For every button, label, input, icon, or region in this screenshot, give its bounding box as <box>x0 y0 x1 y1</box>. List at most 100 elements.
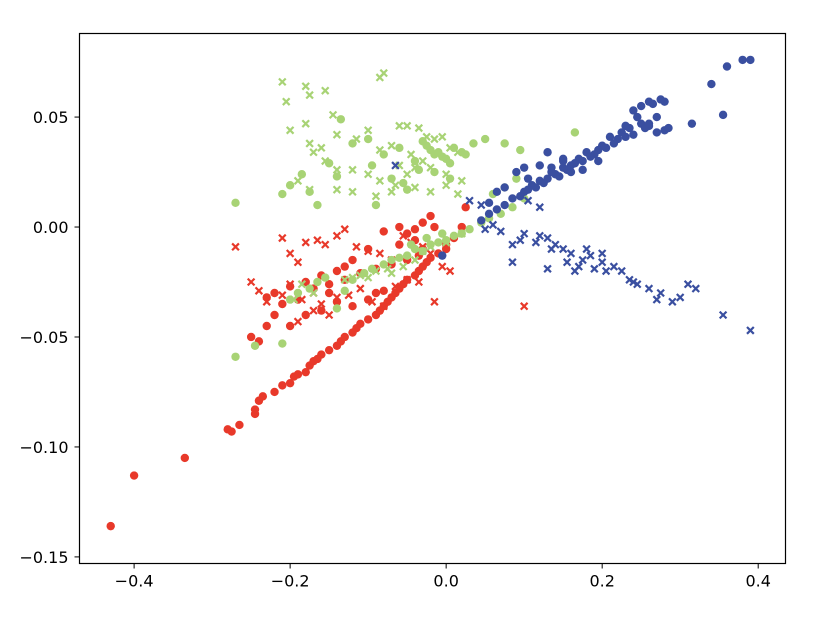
red_crosses-point-3 <box>293 258 303 267</box>
green_crosses-point-51 <box>297 280 307 289</box>
x-tick-label-2: 0.0 <box>433 572 458 591</box>
red_circles-point-52 <box>430 222 439 232</box>
green_circles-point-71 <box>406 240 416 249</box>
blue_crosses-point-27 <box>496 227 505 236</box>
green_circles-point-7 <box>332 172 342 181</box>
blue_circles-point-11 <box>629 106 638 115</box>
green_crosses-point-19 <box>414 123 424 133</box>
plot-frame <box>78 32 787 565</box>
green_circles-point-30 <box>461 150 470 159</box>
blue_crosses-point-22 <box>535 231 544 241</box>
red_crosses-point-37 <box>293 317 303 326</box>
blue_circles-point-57 <box>621 132 630 142</box>
green_circles-point-69 <box>438 229 447 238</box>
green_crosses-point-34 <box>418 156 427 166</box>
green_crosses-point-25 <box>309 148 318 157</box>
green_circles-point-54 <box>387 255 396 265</box>
y-tick-label-1: 0.00 <box>33 218 69 237</box>
green_circles-point-13 <box>379 150 388 159</box>
blue_crosses-point-30 <box>562 258 572 267</box>
green_circles-point-32 <box>480 134 490 144</box>
red_crosses-point-30 <box>367 297 377 306</box>
green_circles-point-0 <box>231 198 240 208</box>
blue_crosses-point-11 <box>617 266 626 276</box>
red_crosses-point-20 <box>254 286 264 295</box>
red_circles-point-55 <box>348 255 357 265</box>
blue_circles-point-9 <box>644 97 654 106</box>
green_crosses-point-32 <box>402 170 412 179</box>
red_circles-point-80 <box>262 321 271 331</box>
red_circles-point-75 <box>363 295 373 304</box>
red_circles-point-59 <box>285 282 295 291</box>
green_circles-point-60 <box>434 238 443 247</box>
green_circles-point-9 <box>348 139 357 148</box>
red_crosses-point-21 <box>262 297 271 306</box>
blue_circles-point-67 <box>543 148 552 157</box>
red_crosses-point-16 <box>426 249 435 258</box>
red_crosses-point-33 <box>402 275 412 284</box>
green_circles-point-41 <box>250 341 260 350</box>
blue_crosses-point-3 <box>683 280 693 289</box>
blue_circles-point-40 <box>508 194 517 203</box>
green_crosses-point-53 <box>340 275 349 284</box>
blue_circles-point-5 <box>687 119 697 128</box>
blue_circles-point-60 <box>629 130 638 139</box>
green_circles-point-70 <box>422 233 431 243</box>
blue_crosses-point-6 <box>656 288 665 298</box>
red_circles-point-20 <box>324 345 334 355</box>
green_circles-point-2 <box>285 181 295 190</box>
green_crosses-point-46 <box>441 181 451 190</box>
green_crosses-point-2 <box>301 82 310 91</box>
green_crosses-point-12 <box>332 130 342 139</box>
blue_crosses-point-8 <box>644 284 654 293</box>
green_crosses-point-14 <box>363 126 373 135</box>
red_circles-point-4 <box>227 427 236 436</box>
red_circles-point-76 <box>371 288 381 298</box>
blue_crosses-point-19 <box>558 244 568 254</box>
blue_crosses-point-28 <box>488 220 498 230</box>
green_circles-point-49 <box>340 286 349 296</box>
blue_circles-point-71 <box>492 187 502 197</box>
red_crosses-point-17 <box>438 262 447 271</box>
blue_crosses-point-29 <box>480 225 490 234</box>
red_crosses-point-27 <box>332 293 342 302</box>
red_crosses-point-5 <box>313 236 322 245</box>
green_circles-point-19 <box>414 165 424 175</box>
green_circles-point-47 <box>321 273 330 282</box>
red_crosses-point-19 <box>246 277 256 287</box>
blue_crosses-point-0 <box>746 326 755 335</box>
red_crosses-point-22 <box>278 291 287 300</box>
red_circles-point-26 <box>356 319 365 328</box>
red_circles-point-54 <box>363 244 373 254</box>
green_crosses-point-18 <box>402 121 412 131</box>
red_circles-point-23 <box>340 332 349 342</box>
red_circles-point-84 <box>317 306 326 315</box>
green_crosses-point-6 <box>379 68 388 78</box>
blue_circles-point-64 <box>512 167 521 177</box>
blue_circles-point-52 <box>547 163 556 172</box>
red_crosses-point-13 <box>399 231 408 241</box>
blue_circles-point-4 <box>718 110 728 120</box>
green_crosses-point-8 <box>301 119 310 128</box>
blue_crosses-point-40 <box>523 196 533 205</box>
green_circles-point-72 <box>430 167 439 177</box>
blue_circles-point-70 <box>484 198 494 208</box>
red_circles-point-7 <box>250 405 260 414</box>
blue_circles-point-68 <box>558 156 568 166</box>
x-axis: −0.4 −0.2 0.0 0.2 0.4 <box>115 563 771 591</box>
red_circles-point-60 <box>270 288 279 298</box>
green_circles-point-4 <box>305 187 314 197</box>
red_crosses-point-29 <box>356 284 365 293</box>
red_circles-point-49 <box>410 225 420 234</box>
red_crosses-point-35 <box>430 297 439 306</box>
blue_circles-point-2 <box>722 62 732 71</box>
blue_crosses-point-16 <box>578 255 587 265</box>
green_circles-point-35 <box>570 128 580 137</box>
red_crosses-point-1 <box>278 233 287 243</box>
green_crosses-point-21 <box>430 134 439 144</box>
y-tick-label-0: 0.05 <box>33 108 69 127</box>
blue_circles-point-43 <box>484 209 494 219</box>
blue_crosses-point-33 <box>508 258 517 267</box>
blue_circles-point-3 <box>707 79 716 89</box>
